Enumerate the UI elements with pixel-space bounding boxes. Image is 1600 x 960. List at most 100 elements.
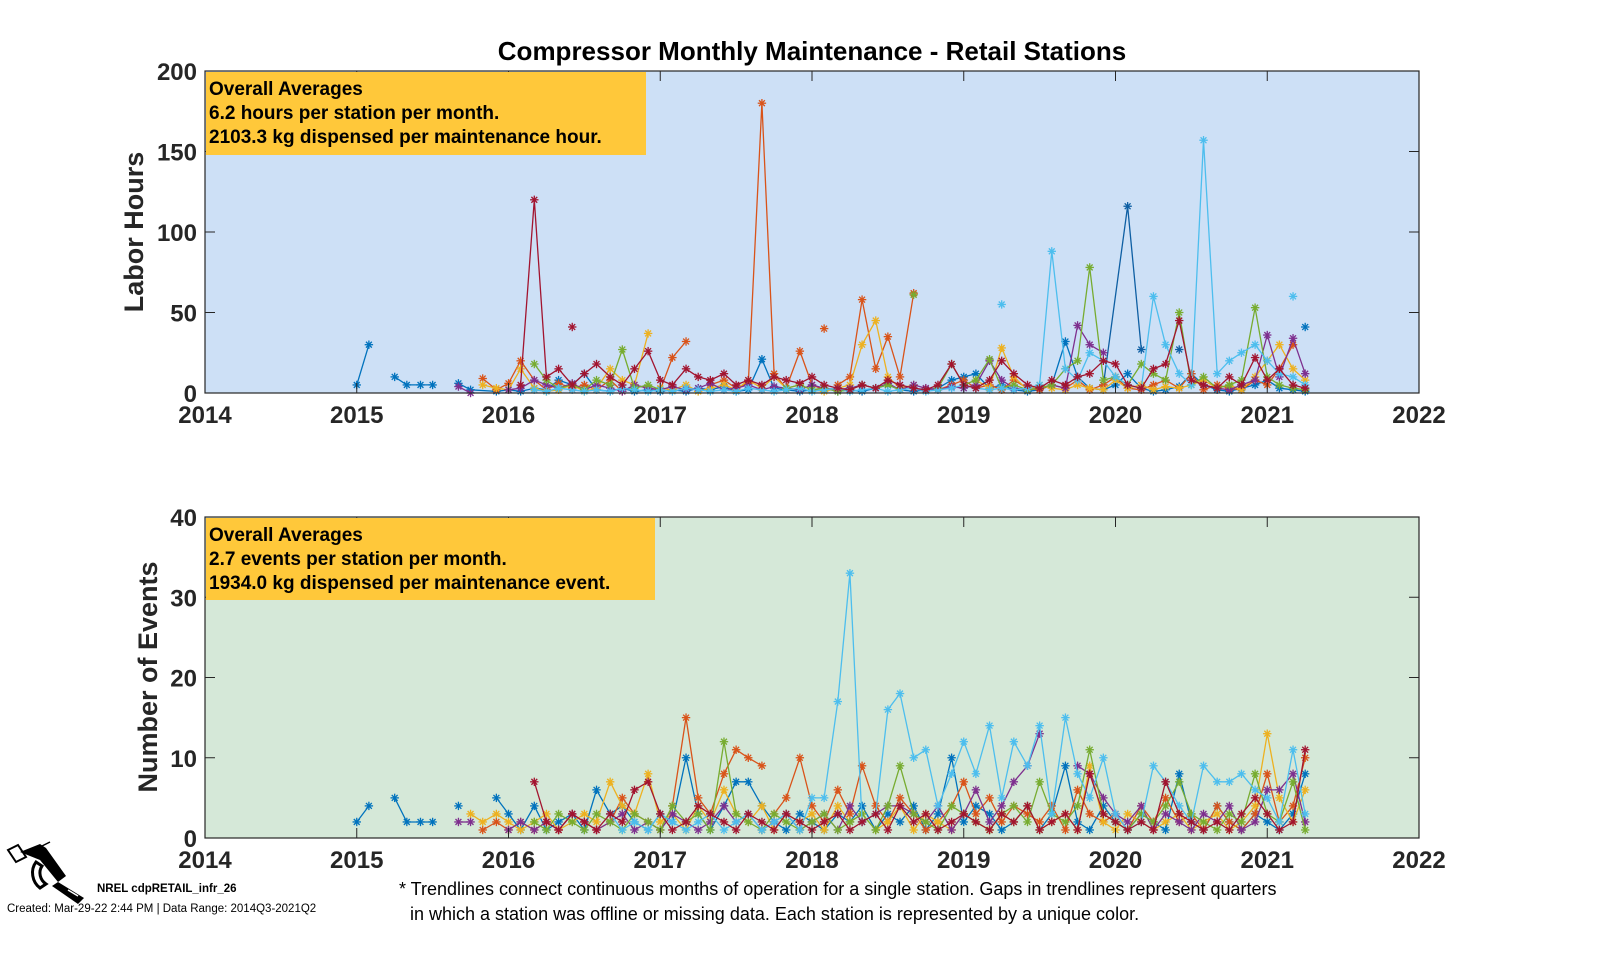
lower-data-point-stroke: [834, 802, 842, 810]
upper-data-point: [1263, 375, 1272, 385]
lower-data-point-stroke: [555, 826, 562, 834]
upper-data-point-stroke: [858, 296, 866, 304]
lower-data-point: [492, 793, 501, 803]
lower-data-point: [971, 785, 981, 795]
lower-panel: 2014 2015 2016 2017 2018 2019 2020 2021 2022 0 10 2…: [133, 505, 1446, 874]
lower-data-point-stroke: [846, 810, 854, 818]
upper-data-point-stroke: [1162, 376, 1169, 384]
lower-data-point: [833, 801, 842, 811]
lower-data-point: [1300, 809, 1310, 819]
lower-data-point-stroke: [972, 818, 980, 826]
lower-data-point: [1275, 793, 1284, 803]
fuel-nozzle-icon: [6, 841, 84, 904]
lower-data-point-stroke: [429, 818, 437, 826]
lower-data-point-stroke: [644, 826, 652, 834]
upper-trendline: [394, 376, 433, 386]
lower-data-point-stroke: [1200, 818, 1207, 826]
upper-data-point: [1099, 356, 1108, 365]
lower-data-point: [947, 825, 956, 835]
upper-data-point-stroke: [1175, 309, 1183, 316]
upper-data-point-stroke: [517, 365, 525, 373]
upper-data-point: [643, 346, 653, 356]
upper-data-point: [1085, 263, 1094, 272]
lower-data-point-stroke: [1048, 818, 1056, 826]
upper-data-point: [1263, 330, 1272, 340]
lower-data-point-stroke: [884, 826, 892, 834]
lower-data-point: [1123, 809, 1132, 819]
lower-data-point-stroke: [1301, 786, 1309, 794]
upper-x-tick-label: 2015: [330, 402, 383, 429]
lower-data-point-stroke: [720, 818, 728, 826]
upper-data-point-stroke: [694, 373, 702, 381]
lower-annotation-box: Overall Averages 2.7 events per station …: [206, 518, 655, 600]
lower-data-point: [1009, 777, 1019, 787]
upper-data-point-stroke: [782, 376, 790, 384]
upper-data-point-stroke: [530, 386, 538, 394]
upper-data-point-stroke: [1251, 304, 1259, 312]
lower-data-point: [1085, 809, 1094, 819]
lower-data-point: [1023, 817, 1032, 827]
lower-data-point-stroke: [1225, 818, 1233, 826]
lower-data-point-stroke: [682, 818, 690, 826]
lower-data-point: [1237, 825, 1246, 835]
lower-data-point: [1035, 825, 1044, 835]
upper-x-tick-label: 2020: [1089, 402, 1142, 429]
lower-data-point: [1085, 769, 1094, 778]
lower-data-point: [769, 825, 779, 835]
upper-y-tick-label: 0: [184, 381, 197, 408]
upper-data-point: [819, 380, 829, 390]
lower-data-point-stroke: [998, 826, 1006, 834]
upper-data-point-stroke: [1275, 381, 1283, 389]
lower-data-point-stroke: [580, 826, 588, 834]
lower-data-point: [769, 809, 779, 819]
lower-data-point: [630, 785, 639, 795]
lower-data-point: [933, 817, 943, 827]
lower-data-point: [744, 809, 753, 819]
lower-data-point: [933, 809, 943, 819]
lower-data-point: [592, 785, 601, 795]
logo-label: NREL cdpRETAIL_infr_26: [97, 883, 237, 895]
lower-data-point: [819, 825, 829, 835]
lower-data-point: [997, 793, 1006, 803]
lower-data-point-stroke: [1124, 818, 1132, 826]
lower-data-point: [782, 825, 791, 835]
lower-data-point-stroke: [1162, 826, 1169, 834]
lower-data-point-stroke: [896, 762, 904, 770]
upper-data-point: [1275, 380, 1284, 390]
upper-data-point-stroke: [934, 381, 942, 389]
lower-data-point: [516, 817, 525, 827]
lower-data-point-stroke: [820, 794, 828, 802]
upper-data-point-stroke: [1162, 383, 1169, 390]
lower-data-point: [618, 817, 627, 827]
lower-data-point: [1250, 769, 1260, 778]
lower-x-tick-label: 2022: [1392, 847, 1445, 874]
lower-data-point: [719, 769, 729, 778]
lower-data-point: [1250, 785, 1260, 795]
upper-data-point: [1275, 340, 1284, 349]
upper-data-point: [1250, 340, 1260, 349]
upper-data-point: [871, 383, 880, 393]
lower-data-point: [1300, 785, 1310, 795]
lower-data-point: [592, 809, 601, 819]
lower-data-point-stroke: [896, 818, 904, 826]
upper-data-point-stroke: [543, 373, 550, 381]
upper-data-point-stroke: [1124, 202, 1132, 210]
upper-data-point: [782, 375, 791, 385]
upper-data-point-stroke: [1024, 381, 1031, 389]
lower-data-point-stroke: [1137, 818, 1145, 826]
lower-data-point-stroke: [1024, 810, 1031, 818]
upper-data-point-stroke: [517, 381, 525, 389]
lower-data-point: [1199, 809, 1208, 819]
upper-data-point: [1175, 345, 1184, 354]
upper-data-point: [1111, 372, 1120, 382]
lower-data-point: [643, 817, 653, 827]
lower-data-point-stroke: [1010, 802, 1018, 810]
upper-data-point-stroke: [858, 381, 866, 389]
lower-data-point-stroke: [1062, 818, 1069, 826]
upper-y-tick-label: 200: [157, 59, 197, 86]
lower-data-point-stroke: [808, 818, 816, 826]
lower-data-point: [1175, 817, 1184, 827]
upper-data-point-stroke: [1150, 365, 1157, 373]
lower-data-point-stroke: [922, 810, 930, 818]
upper-data-point: [895, 380, 905, 390]
